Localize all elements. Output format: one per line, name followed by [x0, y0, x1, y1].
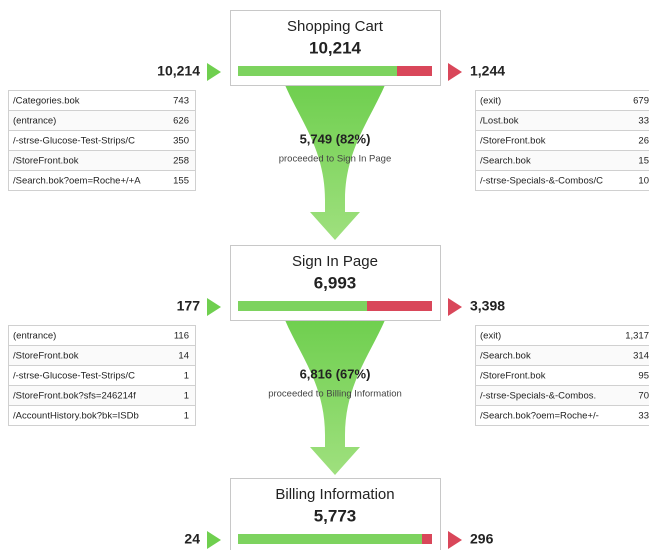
arrow-in: [207, 531, 221, 549]
source-row: [8, 170, 196, 191]
source-count: 1: [184, 371, 189, 382]
entrances: 10,214: [157, 63, 200, 79]
exits: 1,244: [470, 63, 505, 79]
destination-page: /Search.bok?oem=Roche+/-: [480, 411, 599, 422]
destination-count: 33: [638, 411, 649, 422]
destination-page: /Search.bok: [480, 351, 531, 362]
destination-page: /-strse-Specials-&-Combos/C: [480, 176, 603, 187]
source-page: /-strse-Glucose-Test-Strips/C: [13, 371, 135, 382]
source-count: 14: [178, 351, 189, 362]
proceeded-count: 6,816 (67%): [300, 366, 371, 381]
destination-page: /StoreFront.bok: [480, 371, 546, 382]
proceeded-label: proceeded to Sign In Page: [279, 154, 392, 165]
source-count: 350: [173, 136, 189, 147]
proceeded-count: 5,749 (82%): [300, 131, 371, 146]
destination-page: /Lost.bok: [480, 116, 519, 127]
step-name: Sign In Page: [292, 253, 378, 270]
destination-page: /StoreFront.bok: [480, 136, 546, 147]
destination-row: [475, 325, 649, 346]
step-name: Shopping Cart: [287, 18, 384, 35]
destination-count: 679: [633, 96, 649, 107]
source-count: 116: [174, 331, 189, 342]
destination-count: 15: [638, 156, 649, 167]
step-total: 6,993: [314, 273, 357, 292]
destination-count: 26: [638, 136, 649, 147]
destination-page: /Search.bok: [480, 156, 531, 167]
source-count: 743: [173, 96, 189, 107]
funnel-arrow: [285, 320, 385, 475]
source-count: 155: [173, 176, 189, 187]
source-page: /AccountHistory.bok?bk=ISDb: [13, 411, 139, 422]
destination-count: 10: [638, 176, 649, 187]
destination-count: 33: [638, 116, 649, 127]
exits: 296: [470, 531, 494, 547]
source-count: 626: [173, 116, 189, 127]
source-page: (entrance): [13, 331, 56, 342]
destination-row: [475, 90, 649, 111]
destination-page: /-strse-Specials-&-Combos.: [480, 391, 596, 402]
source-page: /Categories.bok: [13, 96, 80, 107]
arrow-in: [207, 298, 221, 316]
source-page: /StoreFront.bok?sfs=246214f: [13, 391, 136, 402]
arrow-in: [207, 63, 221, 81]
source-count: 258: [173, 156, 189, 167]
bar-exit: [367, 301, 432, 311]
destination-row: [475, 170, 649, 191]
destination-page: (exit): [480, 96, 501, 107]
bar-exit: [397, 66, 432, 76]
source-count: 1: [184, 411, 189, 422]
arrow-out: [448, 63, 462, 81]
destination-page: (exit): [480, 331, 501, 342]
bar-proceed: [238, 534, 422, 544]
source-page: (entrance): [13, 116, 56, 127]
source-page: /StoreFront.bok: [13, 351, 79, 362]
bar-exit: [422, 534, 432, 544]
destination-count: 95: [638, 371, 649, 382]
entrances: 24: [184, 531, 200, 547]
exits: 3,398: [470, 298, 505, 314]
destination-count: 314: [633, 351, 649, 362]
step-name: Billing Information: [275, 486, 394, 503]
destination-count: 70: [638, 391, 649, 402]
source-row: [8, 405, 196, 426]
source-page: /-strse-Glucose-Test-Strips/C: [13, 136, 135, 147]
arrow-out: [448, 298, 462, 316]
arrow-out: [448, 531, 462, 549]
source-page: /StoreFront.bok: [13, 156, 79, 167]
step-total: 10,214: [309, 38, 362, 57]
bar-proceed: [238, 301, 367, 311]
source-page: /Search.bok?oem=Roche+/+A: [13, 176, 141, 187]
destination-count: 1,317: [625, 331, 649, 342]
source-count: 1: [184, 391, 189, 402]
funnel-arrow: [285, 85, 385, 240]
destination-row: [475, 405, 649, 426]
proceeded-label: proceeded to Billing Information: [268, 389, 402, 400]
step-total: 5,773: [314, 506, 357, 525]
entrances: 177: [177, 298, 201, 314]
bar-proceed: [238, 66, 397, 76]
